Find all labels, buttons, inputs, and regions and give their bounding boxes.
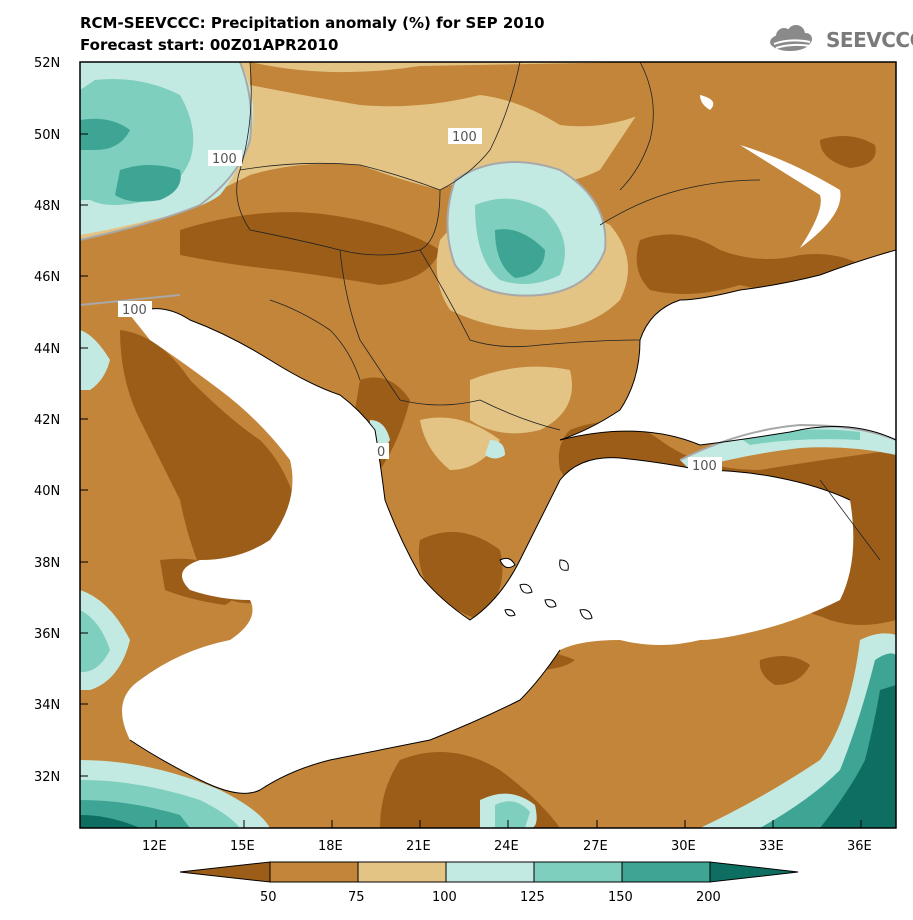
y-tick-label: 36N	[34, 627, 60, 642]
x-tick-label: 36E	[847, 839, 872, 854]
black-sea	[560, 250, 896, 445]
dark-region-pannonian	[180, 212, 440, 285]
colorbar-label: 200	[696, 890, 721, 905]
colorbar-segment	[445, 861, 535, 883]
y-tick-label: 50N	[34, 128, 60, 143]
mid-teal-region-carpathians	[495, 229, 545, 278]
x-tick-label: 18E	[318, 839, 343, 854]
x-tick-label: 21E	[406, 839, 431, 854]
contour-label-box	[118, 301, 152, 317]
x-tick-label: 15E	[230, 839, 255, 854]
dark-region-italy	[120, 330, 300, 604]
colorbar-segment	[269, 861, 359, 883]
contour-label: 100	[692, 459, 717, 474]
y-tick-label: 38N	[34, 556, 60, 571]
light-teal-patch-thrace	[485, 440, 505, 459]
colorbar-segment	[357, 861, 447, 883]
brown-region-poland	[250, 62, 654, 127]
y-tick-label: 32N	[34, 770, 60, 785]
x-tick-label: 12E	[142, 839, 167, 854]
mid-teal-region-germany	[115, 165, 181, 202]
y-tick-label: 52N	[34, 56, 60, 71]
teal-region-cyrenaica	[495, 801, 530, 828]
contour-label-box	[208, 150, 242, 166]
dark-patch-ukraine	[820, 136, 876, 168]
map-title: RCM-SEEVCCC: Precipitation anomaly (%) f…	[80, 14, 545, 32]
white-patch-north	[700, 95, 714, 110]
light-teal-patch-west-coast	[80, 330, 110, 390]
teal-region-algeria	[80, 610, 110, 672]
aegean-islands	[499, 557, 593, 620]
x-tick-label: 24E	[494, 839, 519, 854]
contour-label: 100	[212, 152, 237, 167]
colorbar-segment	[533, 861, 623, 883]
dark-region-cyprus	[759, 656, 810, 685]
y-tick-label: 42N	[34, 413, 60, 428]
y-tick-label: 46N	[34, 270, 60, 285]
colorbar-segment	[179, 861, 271, 883]
y-tick-label: 40N	[34, 484, 60, 499]
contour-label: 100	[452, 130, 477, 145]
tan-region-bulgaria	[470, 366, 572, 434]
colorbar-segment	[621, 861, 711, 883]
contour-label-box	[688, 457, 722, 473]
cloud-icon	[770, 25, 812, 51]
seevccc-logo	[770, 25, 812, 51]
x-tick-label: 27E	[583, 839, 608, 854]
y-tick-label: 48N	[34, 199, 60, 214]
x-tick-label: 33E	[759, 839, 784, 854]
mediterranean-sea	[122, 308, 854, 794]
colorbar-label: 50	[260, 890, 277, 905]
x-axis: 12E 15E 18E 21E 24E 27E 30E 33E 36E	[142, 820, 872, 854]
map-field: 100 100 100 100 0	[80, 62, 896, 828]
mid-teal-patch-west	[80, 118, 130, 150]
colorbar-segment	[709, 861, 799, 883]
logo-text: SEEVCCC	[826, 28, 913, 52]
contour-label-box	[375, 443, 389, 459]
y-axis: 52N 50N 48N 46N 44N 42N 40N 38N 36N 34N …	[34, 56, 88, 785]
map-frame	[79, 61, 897, 829]
dark-teal-region-tunisia	[80, 815, 140, 828]
forecast-start-subtitle: Forecast start: 00Z01APR2010	[80, 36, 339, 54]
contour-label-box	[448, 128, 482, 144]
colorbar-label: 100	[432, 890, 457, 905]
contour-label-group: 100 100 100 100 0	[118, 128, 722, 474]
y-tick-label: 44N	[34, 342, 60, 357]
contour-label: 100	[122, 303, 147, 318]
colorbar: 50 75 100 125 150 200	[179, 861, 799, 905]
dark-teal-region-levant	[820, 685, 896, 828]
colorbar-label: 125	[520, 890, 545, 905]
colorbar-label: 75	[348, 890, 365, 905]
contour-label: 0	[377, 445, 385, 460]
tan-region-macedonia	[420, 417, 500, 470]
y-tick-label: 34N	[34, 698, 60, 713]
country-borders	[236, 62, 881, 561]
colorbar-label: 150	[608, 890, 633, 905]
dnieper-reservoir	[740, 145, 841, 248]
x-tick-label: 30E	[671, 839, 696, 854]
